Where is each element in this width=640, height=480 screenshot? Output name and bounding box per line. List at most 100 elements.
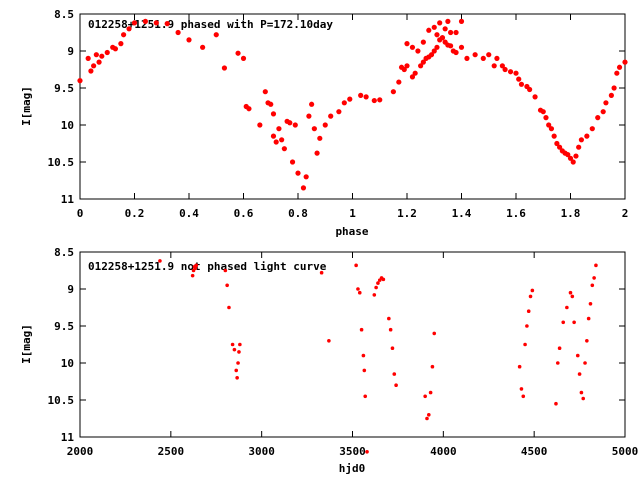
data-point (518, 81, 525, 87)
data-point (546, 122, 552, 128)
data-point (572, 320, 576, 325)
x-axis-label: hjd0 (339, 462, 366, 475)
data-point (236, 361, 240, 365)
data-point (588, 302, 593, 306)
data-point (232, 347, 237, 352)
data-point (420, 59, 426, 65)
data-point (292, 122, 298, 128)
data-point (281, 146, 287, 152)
data-point (409, 74, 416, 80)
data-point (434, 32, 440, 38)
data-point (614, 70, 620, 76)
data-point (576, 144, 582, 150)
data-point (567, 155, 574, 161)
x-tick-label: 1.2 (397, 207, 417, 220)
data-point (365, 450, 369, 454)
data-point (526, 309, 531, 314)
data-point (93, 52, 99, 58)
y-tick-label: 8.5 (54, 8, 74, 21)
data-point (238, 342, 242, 347)
data-point (311, 126, 317, 132)
data-point (530, 288, 535, 293)
data-point (590, 283, 595, 288)
data-point (104, 49, 110, 56)
data-point (431, 24, 437, 30)
data-point (347, 96, 353, 102)
data-point (287, 120, 293, 126)
unphased-light-curve-panel: 012258+1251.9 not phased light curve hjd… (20, 246, 638, 475)
data-point (570, 294, 575, 299)
x-tick-label: 2000 (67, 445, 94, 458)
data-point (543, 115, 549, 121)
data-point (611, 85, 617, 91)
data-point (390, 89, 396, 95)
data-point (358, 92, 364, 98)
x-tick-label: 3000 (248, 445, 275, 458)
data-point (554, 140, 560, 147)
data-point (540, 109, 546, 115)
data-point (270, 133, 277, 139)
data-point (221, 65, 228, 71)
data-point (486, 52, 492, 58)
data-point (401, 66, 407, 73)
data-point (575, 353, 580, 358)
data-point (394, 383, 398, 388)
data-point (200, 44, 206, 50)
data-point (594, 263, 598, 268)
data-point (600, 109, 606, 115)
y-tick-label: 10 (61, 357, 74, 370)
data-point (584, 133, 590, 139)
data-point (175, 29, 181, 36)
data-point (126, 26, 132, 32)
data-point (77, 78, 83, 84)
data-point (448, 43, 454, 49)
x-tick-label: 0.6 (234, 207, 254, 220)
data-point (437, 20, 443, 26)
y-tick-label: 10.5 (48, 394, 75, 407)
data-point (472, 52, 478, 58)
data-point (548, 126, 555, 132)
data-point (276, 126, 282, 132)
data-point (362, 368, 367, 373)
data-point (420, 39, 426, 45)
data-point (319, 270, 324, 275)
data-point (622, 59, 628, 65)
data-point (581, 396, 586, 401)
y-tick-label: 9.5 (54, 320, 74, 333)
data-point (427, 413, 431, 417)
data-point (557, 346, 562, 351)
data-point (328, 113, 334, 119)
y-tick-label: 11 (61, 193, 75, 206)
data-point (425, 416, 429, 421)
y-tick-label: 9.5 (54, 82, 74, 95)
data-point (193, 266, 198, 271)
plot-frame (79, 13, 626, 200)
data-point (377, 97, 383, 103)
data-point (448, 29, 454, 36)
data-point (426, 27, 432, 33)
data-point (517, 364, 522, 369)
data-point (112, 46, 119, 52)
data-point (374, 285, 378, 290)
x-tick-label: 5000 (612, 445, 639, 458)
phased-light-curve-panel: 012258+1251.9 phased with P=172.10day ph… (20, 8, 628, 238)
axis-ticks: 0 0.2 0.4 0.6 0.8 1 1.2 1.4 1.6 1.8 2 8.5 9 9.5 10 10.5… (48, 8, 629, 220)
data-point (235, 376, 239, 380)
data-point (164, 21, 170, 27)
data-point (525, 324, 529, 328)
data-point (363, 94, 369, 100)
data-points (77, 18, 628, 191)
data-point (428, 390, 433, 395)
data-point (99, 53, 105, 59)
data-point (387, 316, 391, 321)
data-point (85, 55, 91, 62)
data-point (234, 368, 239, 373)
data-point (431, 48, 437, 54)
data-point (502, 66, 508, 73)
data-point (430, 364, 435, 369)
data-point (376, 281, 380, 285)
data-point (356, 287, 360, 291)
data-points (158, 259, 598, 454)
data-point (415, 48, 421, 54)
